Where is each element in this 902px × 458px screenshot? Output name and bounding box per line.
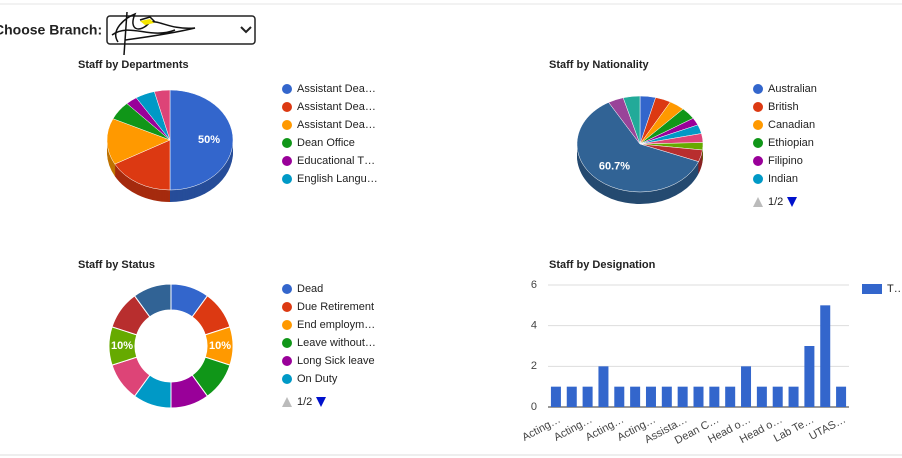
bar bbox=[661, 386, 672, 407]
legend-prev bbox=[753, 197, 763, 207]
bar bbox=[693, 386, 704, 407]
legend-label: Ethiopian bbox=[768, 137, 814, 149]
y-tick-label: 6 bbox=[531, 279, 537, 291]
legend-label: On Duty bbox=[297, 373, 338, 385]
pie-slice bbox=[114, 139, 171, 191]
scribble-mark bbox=[140, 19, 154, 25]
legend-label: Assistant Dea… bbox=[297, 119, 376, 131]
legend-next[interactable] bbox=[316, 397, 326, 407]
bar bbox=[566, 386, 577, 407]
legend-swatch bbox=[282, 138, 292, 148]
data-label: 50% bbox=[198, 134, 220, 146]
legend-label: English Langu… bbox=[297, 173, 378, 185]
legend-swatch bbox=[282, 356, 292, 366]
bar bbox=[550, 386, 561, 407]
bar bbox=[836, 386, 847, 407]
legend-swatch bbox=[282, 338, 292, 348]
legend-swatch bbox=[862, 284, 882, 294]
data-label: 60.7% bbox=[599, 160, 630, 172]
legend-page: 1/2 bbox=[768, 196, 783, 208]
legend-label: T… bbox=[887, 283, 902, 295]
bar bbox=[630, 386, 641, 407]
legend-label: Indian bbox=[768, 173, 798, 185]
bar bbox=[772, 386, 783, 407]
legend-next[interactable] bbox=[787, 197, 797, 207]
chart-title: Staff by Nationality bbox=[549, 59, 650, 71]
chart-title: Staff by Designation bbox=[549, 259, 656, 271]
legend-label: Due Retirement bbox=[297, 301, 374, 313]
data-label: 10% bbox=[111, 340, 133, 352]
legend-swatch bbox=[282, 156, 292, 166]
bar bbox=[598, 366, 609, 407]
legend-prev bbox=[282, 397, 292, 407]
bar bbox=[582, 386, 593, 407]
bar bbox=[645, 386, 656, 407]
legend-label: Long Sick leave bbox=[297, 355, 375, 367]
legend-swatch bbox=[282, 374, 292, 384]
bar bbox=[677, 386, 688, 407]
legend-swatch bbox=[282, 174, 292, 184]
pie-slice bbox=[154, 89, 171, 141]
legend-swatch bbox=[282, 284, 292, 294]
x-tick-label: UTAS… bbox=[807, 414, 848, 443]
legend-swatch bbox=[753, 174, 763, 184]
pie-slice bbox=[622, 95, 641, 145]
legend-swatch bbox=[282, 120, 292, 130]
bar bbox=[725, 386, 736, 407]
y-tick-label: 4 bbox=[531, 320, 537, 332]
bar bbox=[741, 366, 752, 407]
pie-slice bbox=[169, 89, 234, 191]
pie-slice bbox=[106, 118, 171, 165]
select-arrow bbox=[240, 26, 252, 34]
legend-label: Educational T… bbox=[297, 155, 375, 167]
legend-swatch bbox=[282, 102, 292, 112]
bar bbox=[820, 305, 831, 407]
bar bbox=[756, 386, 767, 407]
legend-label: Australian bbox=[768, 83, 817, 95]
legend-swatch bbox=[753, 84, 763, 94]
chart-title: Staff by Status bbox=[78, 259, 155, 271]
y-tick-label: 0 bbox=[531, 401, 537, 413]
bar bbox=[804, 346, 815, 407]
legend-swatch bbox=[753, 102, 763, 112]
data-label: 10% bbox=[209, 340, 231, 352]
legend-label: Dead bbox=[297, 283, 323, 295]
legend-page: 1/2 bbox=[297, 396, 312, 408]
legend-label: Canadian bbox=[768, 119, 815, 131]
legend-label: Assistant Dea… bbox=[297, 83, 376, 95]
legend-swatch bbox=[753, 156, 763, 166]
pie-slice bbox=[133, 283, 172, 318]
branch-label: Choose Branch: bbox=[0, 22, 102, 38]
legend-label: British bbox=[768, 101, 799, 113]
legend-label: Assistant Dea… bbox=[297, 101, 376, 113]
legend-swatch bbox=[753, 120, 763, 130]
legend-swatch bbox=[282, 302, 292, 312]
legend-label: Filipino bbox=[768, 155, 803, 167]
bar bbox=[709, 386, 720, 407]
bar bbox=[788, 386, 799, 407]
legend-swatch bbox=[753, 138, 763, 148]
legend-label: Leave without… bbox=[297, 337, 376, 349]
legend-swatch bbox=[282, 320, 292, 330]
chart-title: Staff by Departments bbox=[78, 59, 189, 71]
y-tick-label: 2 bbox=[531, 360, 537, 372]
legend-swatch bbox=[282, 84, 292, 94]
legend-label: Dean Office bbox=[297, 137, 355, 149]
legend-label: End employm… bbox=[297, 319, 375, 331]
bar bbox=[614, 386, 625, 407]
pie-slice bbox=[576, 102, 699, 193]
